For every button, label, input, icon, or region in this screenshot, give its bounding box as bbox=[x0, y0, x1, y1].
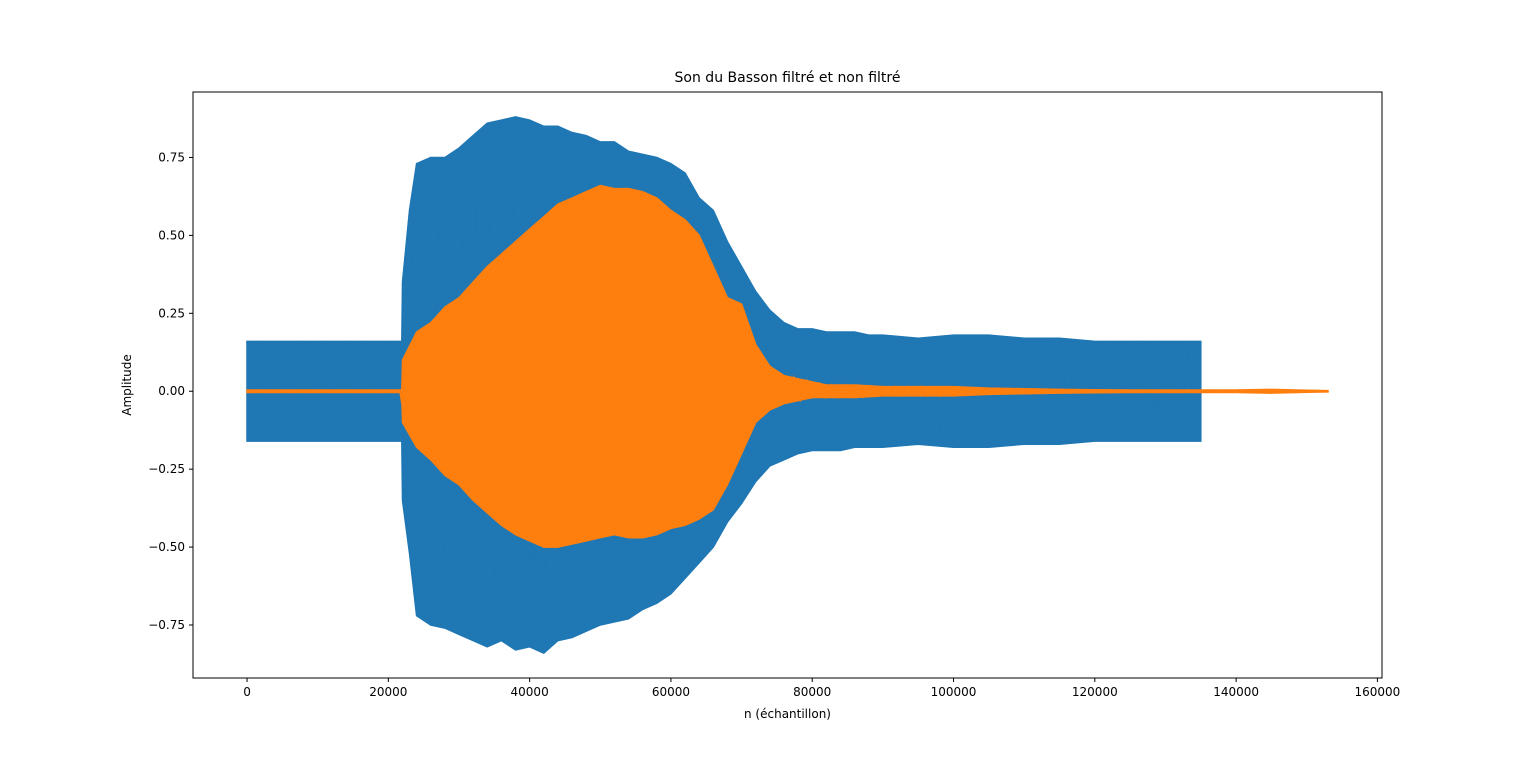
series-1-line bbox=[246, 119, 1202, 648]
x-axis-ticks: 0 20000 40000 60000 80000 100000 120000 140000 1… bbox=[243, 678, 1400, 699]
x-tick-label: 120000 bbox=[1072, 685, 1118, 699]
x-tick-label: 100000 bbox=[931, 685, 977, 699]
chart-title: Son du Basson filtré et non filtré bbox=[675, 70, 901, 86]
y-axis-label: Amplitude bbox=[120, 354, 134, 416]
x-axis-label: n (échantillon) bbox=[744, 707, 831, 721]
y-tick-label: −0.25 bbox=[148, 462, 185, 476]
y-tick-label: −0.75 bbox=[148, 618, 185, 632]
axes-frame bbox=[192, 91, 1383, 679]
y-tick-label: 0.75 bbox=[158, 150, 185, 164]
series-2-envelope bbox=[246, 184, 1329, 548]
y-tick-label: 0.00 bbox=[158, 384, 185, 398]
x-tick-label: 160000 bbox=[1355, 685, 1401, 699]
x-tick-label: 60000 bbox=[652, 685, 690, 699]
x-tick-label: 0 bbox=[243, 685, 251, 699]
y-tick-label: −0.50 bbox=[148, 540, 185, 554]
x-tick-label: 140000 bbox=[1213, 685, 1259, 699]
series-2-line bbox=[246, 188, 1329, 547]
y-tick-label: 0.25 bbox=[158, 306, 185, 320]
series-layer bbox=[246, 116, 1329, 654]
x-tick-label: 20000 bbox=[369, 685, 407, 699]
y-tick-label: 0.50 bbox=[158, 228, 185, 242]
y-axis-ticks: −0.75 −0.50 −0.25 0.00 0.25 0.50 0.75 bbox=[148, 150, 193, 632]
x-tick-label: 80000 bbox=[793, 685, 831, 699]
x-tick-label: 40000 bbox=[511, 685, 549, 699]
